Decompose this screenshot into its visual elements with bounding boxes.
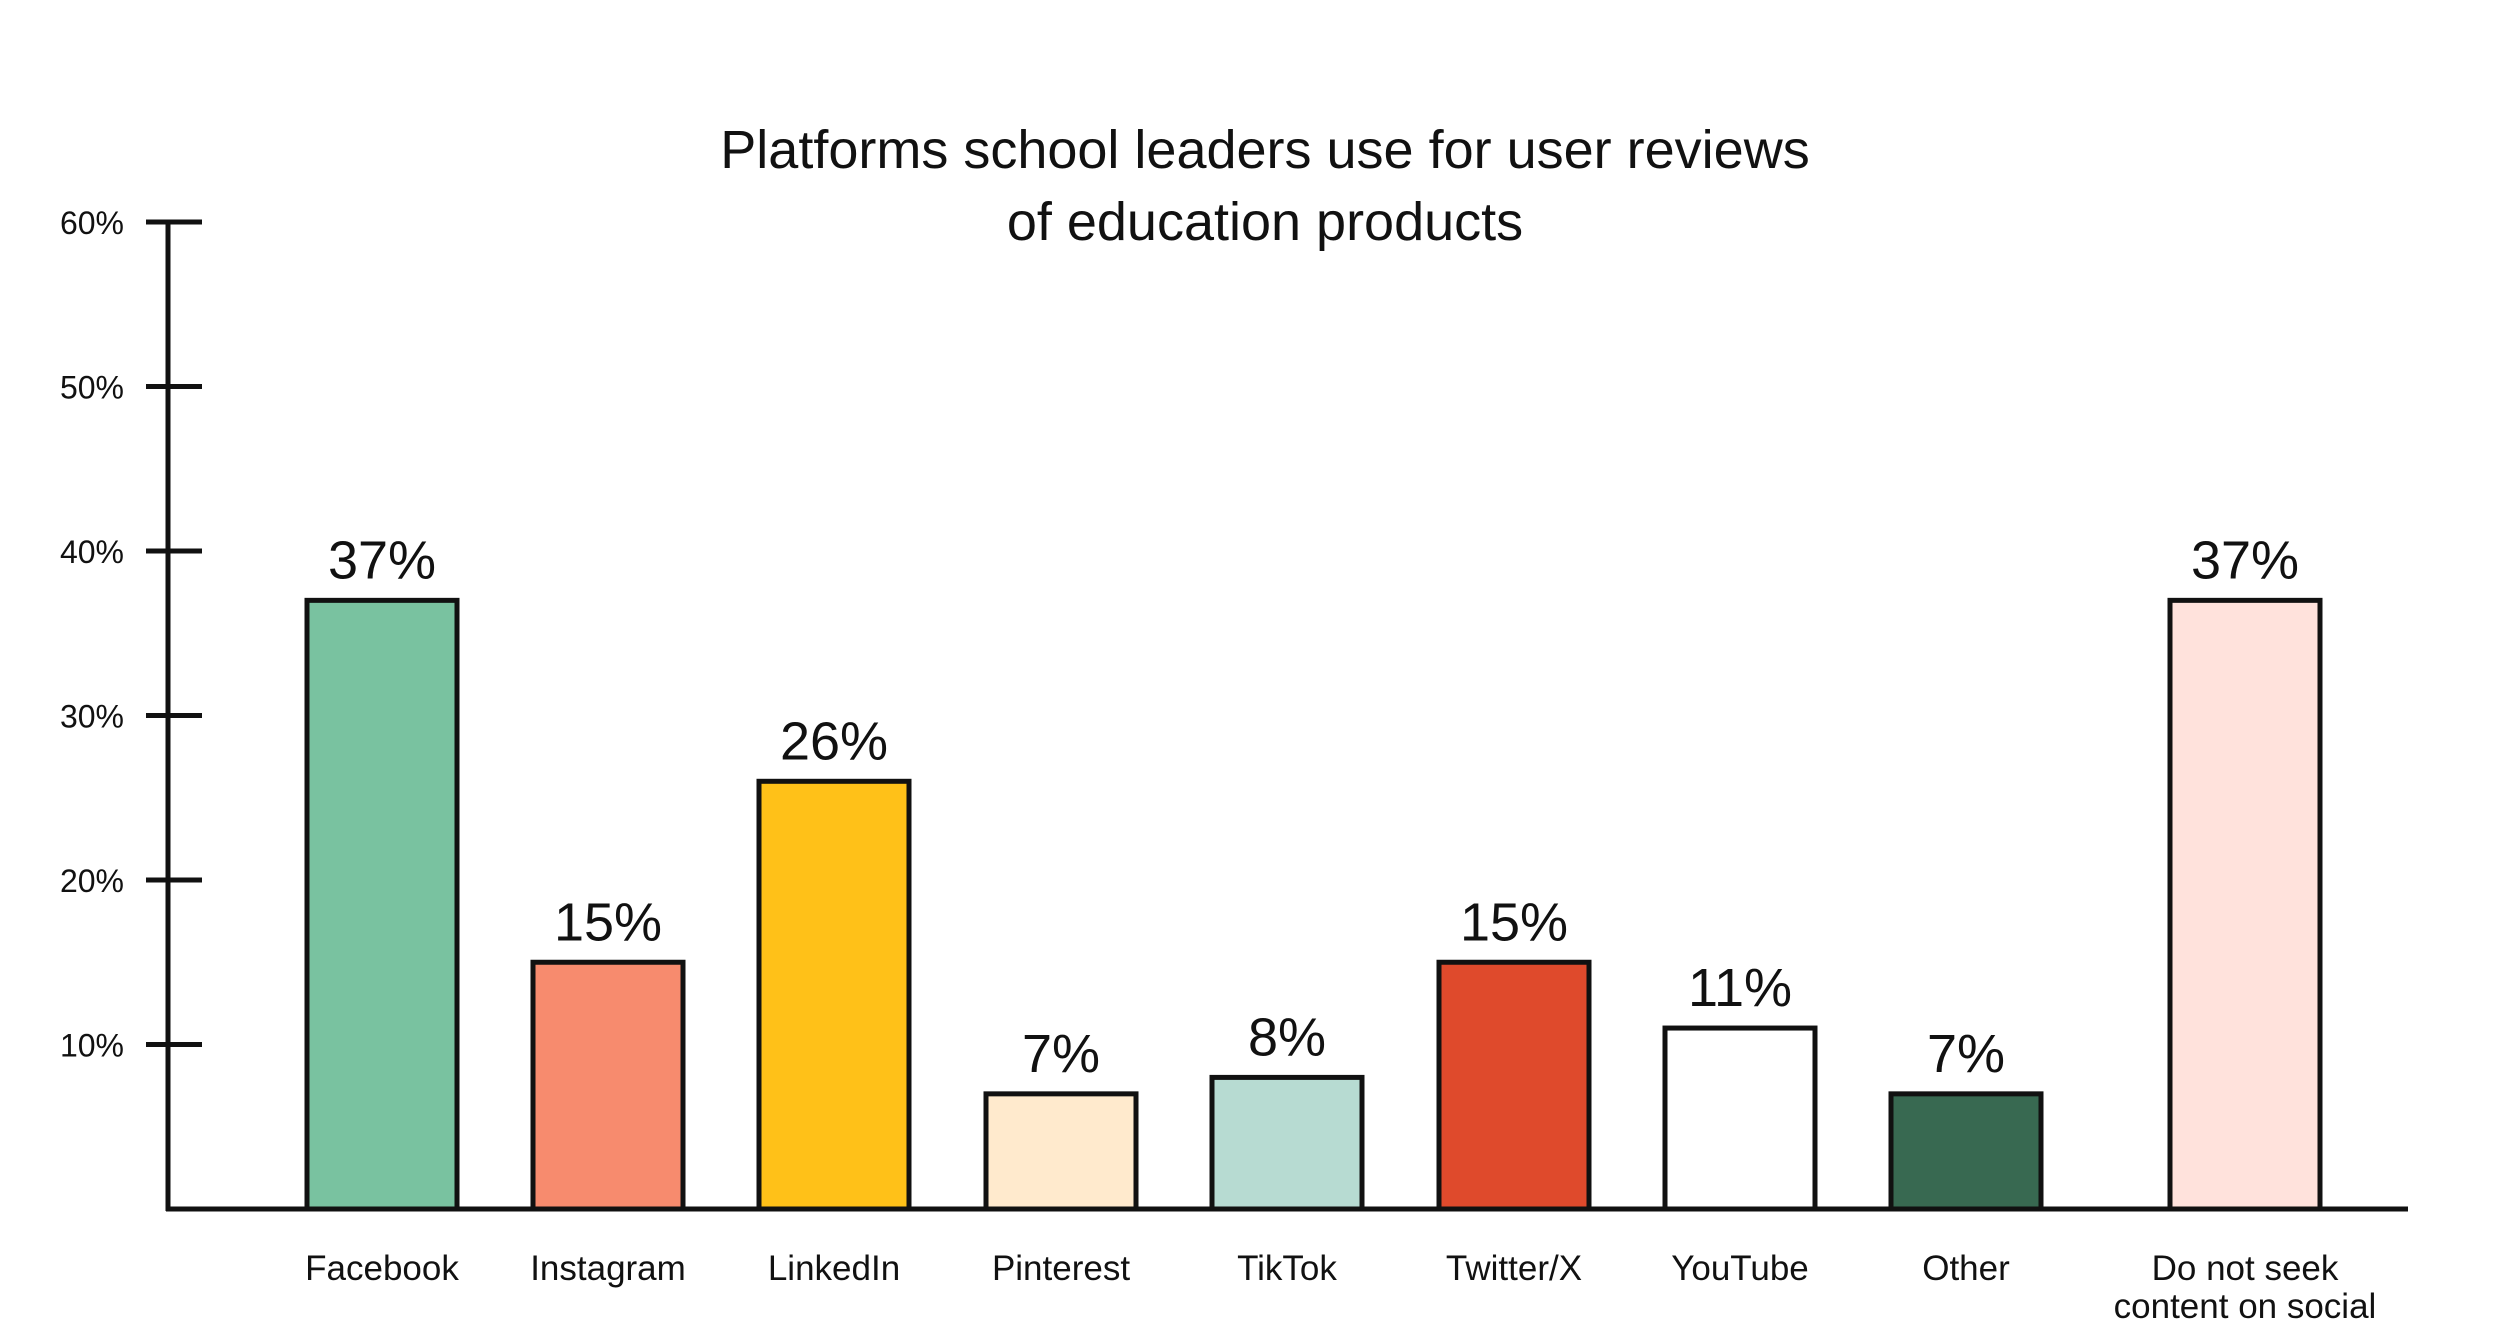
y-tick-label: 60% xyxy=(60,205,124,241)
data-label: 37% xyxy=(328,530,436,590)
chart-title: Platforms school leaders use for user re… xyxy=(720,120,1809,252)
bar xyxy=(983,1091,1139,1212)
data-label: 7% xyxy=(1022,1024,1100,1084)
bar xyxy=(1662,1025,1818,1212)
x-tick-label: YouTube xyxy=(1671,1249,1809,1288)
x-tick-label: LinkedIn xyxy=(768,1249,900,1288)
bar xyxy=(756,778,912,1212)
y-tick-label: 30% xyxy=(60,699,124,735)
bar xyxy=(1888,1091,2044,1212)
data-label: 15% xyxy=(1460,892,1568,952)
x-tick-label: Pinterest xyxy=(992,1249,1130,1288)
bar xyxy=(1209,1074,1365,1212)
chart-title-line: of education products xyxy=(1007,192,1523,252)
chart-title-line: Platforms school leaders use for user re… xyxy=(720,120,1809,180)
data-label: 7% xyxy=(1927,1024,2005,1084)
bar xyxy=(2167,597,2323,1212)
x-tick-label: Twitter/X xyxy=(1446,1249,1582,1288)
data-label: 15% xyxy=(554,892,662,952)
y-tick-label: 20% xyxy=(60,863,124,899)
data-label: 8% xyxy=(1248,1007,1326,1067)
x-tick-labels: Facebook Instagram LinkedIn Pinterest TikTok… xyxy=(305,1249,2376,1326)
data-label: 11% xyxy=(1688,958,1792,1018)
bars xyxy=(304,597,2323,1212)
x-tick-label: TikTok xyxy=(1237,1249,1337,1288)
data-labels: 37% 15% 26% 7% 8% 15% 11% 7% 37% xyxy=(328,530,2299,1084)
bar xyxy=(304,597,460,1212)
y-tick-label: 50% xyxy=(60,370,124,406)
y-tick-label: 10% xyxy=(60,1028,124,1064)
data-label: 37% xyxy=(2191,530,2299,590)
x-tick-label: content on social xyxy=(2114,1287,2377,1326)
x-tick-label: Do not seek xyxy=(2152,1249,2339,1288)
bar xyxy=(1436,959,1592,1212)
x-tick-label: Instagram xyxy=(530,1249,686,1288)
x-tick-label: Other xyxy=(1922,1249,2010,1288)
data-label: 26% xyxy=(780,711,888,771)
bar xyxy=(530,959,686,1212)
y-tick-label: 40% xyxy=(60,534,124,570)
x-tick-label: Facebook xyxy=(305,1249,459,1288)
